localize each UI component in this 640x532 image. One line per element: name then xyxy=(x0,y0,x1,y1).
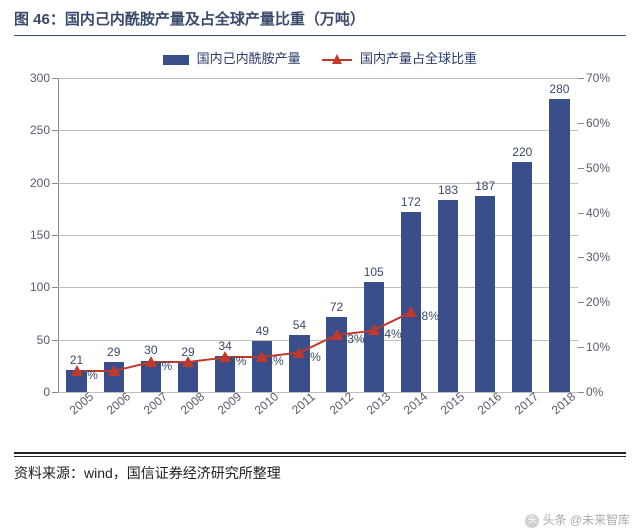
y-left-label: 250 xyxy=(30,123,50,137)
legend-line-swatch xyxy=(322,55,352,65)
gridline xyxy=(58,78,578,79)
bar xyxy=(512,162,532,392)
y-right-label: 30% xyxy=(586,250,610,264)
y-right-label: 20% xyxy=(586,295,610,309)
bar-value-label: 183 xyxy=(438,183,458,197)
legend-bar-label: 国内己内酰胺产量 xyxy=(197,51,301,66)
y-left-label: 150 xyxy=(30,228,50,242)
y-right-label: 60% xyxy=(586,116,610,130)
line-value-label: 5% xyxy=(81,368,98,382)
line-value-label: 14% xyxy=(378,327,402,341)
bar xyxy=(438,200,458,392)
x-axis-label: 2005 xyxy=(66,389,95,417)
x-axis-label: 2014 xyxy=(401,389,430,417)
x-axis-label: 2007 xyxy=(141,389,170,417)
legend-line-label: 国内产量占全球比重 xyxy=(360,51,477,66)
gridline xyxy=(58,392,578,393)
y-left-label: 200 xyxy=(30,176,50,190)
bar-value-label: 280 xyxy=(549,82,569,96)
footer-rule-1 xyxy=(14,452,626,454)
bar-value-label: 172 xyxy=(401,195,421,209)
chart-area: 国内己内酰胺产量 国内产量占全球比重 0501001502002503000%1… xyxy=(10,42,630,442)
plot-region: 0501001502002503000%10%20%30%40%50%60%70… xyxy=(58,78,578,392)
watermark: 头头条 @未来智库 xyxy=(525,511,630,528)
gridline xyxy=(58,130,578,131)
bar-value-label: 72 xyxy=(330,300,343,314)
y-left-label: 100 xyxy=(30,280,50,294)
title-rule xyxy=(14,35,626,36)
bar-value-label: 54 xyxy=(293,318,306,332)
line-marker-triangle xyxy=(108,365,120,376)
y-left-label: 300 xyxy=(30,71,50,85)
x-axis-label: 2017 xyxy=(512,389,541,417)
x-axis-label: 2016 xyxy=(475,389,504,417)
x-axis-label: 2010 xyxy=(252,389,281,417)
figure-container: 图 46：国内己内酰胺产量及占全球产量比重（万吨） 国内己内酰胺产量 国内产量占… xyxy=(0,0,640,532)
x-axis-label: 2008 xyxy=(178,389,207,417)
bar-value-label: 49 xyxy=(256,324,269,338)
footer-rule-2 xyxy=(14,456,626,457)
legend: 国内己内酰胺产量 国内产量占全球比重 xyxy=(10,42,630,67)
y-right-label: 50% xyxy=(586,161,610,175)
bar-value-label: 220 xyxy=(512,145,532,159)
x-axis-label: 2009 xyxy=(215,389,244,417)
gridline xyxy=(58,183,578,184)
bar xyxy=(401,212,421,392)
line-value-label: 8% xyxy=(266,354,283,368)
x-axis-label: 2018 xyxy=(549,389,578,417)
gridline xyxy=(58,287,578,288)
bar-value-label: 29 xyxy=(107,345,120,359)
bar-value-label: 105 xyxy=(364,265,384,279)
line-value-label: 7% xyxy=(155,359,172,373)
x-axis-label: 2012 xyxy=(326,389,355,417)
x-axis-label: 2011 xyxy=(290,390,319,417)
legend-bar-swatch xyxy=(163,55,189,65)
x-axis-label: 2015 xyxy=(438,389,467,417)
figure-title: 图 46：国内己内酰胺产量及占全球产量比重（万吨） xyxy=(0,0,640,35)
y-right-label: 10% xyxy=(586,340,610,354)
y-left-label: 0 xyxy=(43,385,50,399)
line-value-label: 13% xyxy=(341,332,365,346)
gridline xyxy=(58,340,578,341)
line-value-label: 8% xyxy=(229,354,246,368)
line-value-label: 18% xyxy=(415,309,439,323)
x-axis-label: 2013 xyxy=(363,389,392,417)
y-right-label: 0% xyxy=(586,385,603,399)
gridline xyxy=(58,235,578,236)
y-left-label: 50 xyxy=(37,333,50,347)
y-right-label: 70% xyxy=(586,71,610,85)
x-axis-label: 2006 xyxy=(103,389,132,417)
watermark-icon: 头 xyxy=(525,514,539,528)
y-right-label: 40% xyxy=(586,206,610,220)
bar xyxy=(475,196,495,392)
line-value-label: 9% xyxy=(303,350,320,364)
bar xyxy=(289,335,309,392)
bar xyxy=(549,99,569,392)
source-text: 资料来源：wind，国信证券经济研究所整理 xyxy=(0,463,640,483)
bar-value-label: 187 xyxy=(475,179,495,193)
line-marker-triangle xyxy=(182,356,194,367)
